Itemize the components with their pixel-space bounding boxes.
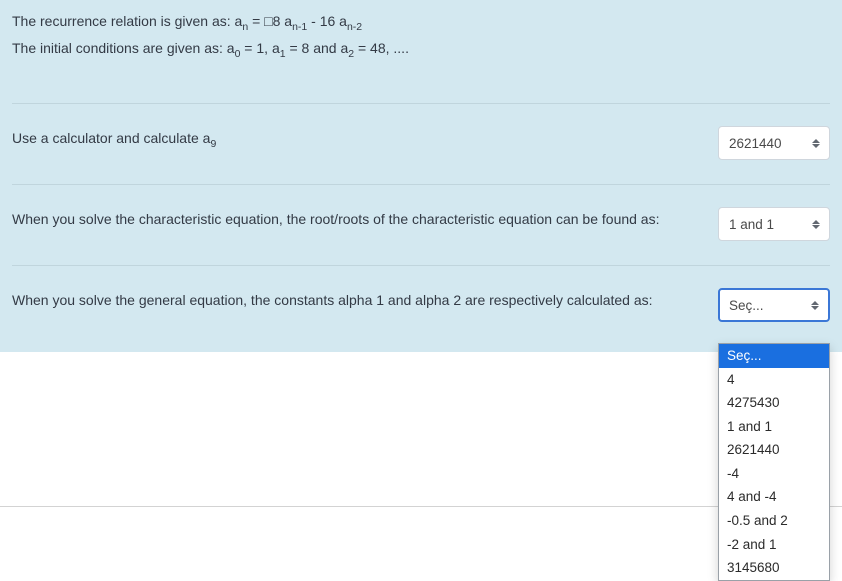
chevron-updown-icon [812, 137, 820, 149]
dropdown-option[interactable]: -4 [719, 462, 829, 486]
question-2-text: When you solve the characteristic equati… [12, 207, 718, 227]
question-1-answer: 2621440 [718, 126, 830, 160]
problem-area: The recurrence relation is given as: an … [0, 0, 842, 352]
subscript: n-2 [347, 21, 362, 33]
text: The initial conditions are given as: a [12, 40, 235, 56]
question-3: When you solve the general equation, the… [12, 266, 830, 352]
question-1: Use a calculator and calculate a9 262144… [12, 104, 830, 185]
dropdown-option[interactable]: -0.5 and 2 [719, 509, 829, 533]
text: - 16 a [307, 13, 347, 29]
subscript: n-1 [292, 21, 307, 33]
dropdown-option[interactable]: 2621440 [719, 438, 829, 462]
question-1-text: Use a calculator and calculate a9 [12, 126, 718, 150]
problem-statement: The recurrence relation is given as: an … [12, 10, 830, 104]
subscript: 9 [210, 138, 216, 150]
dropdown-option[interactable]: 4275430 [719, 391, 829, 415]
question-2-answer: 1 and 1 [718, 207, 830, 241]
dropdown-option[interactable]: 1 and 1 [719, 415, 829, 439]
text: = 8 and a [286, 40, 349, 56]
select-value: Seç... [729, 298, 764, 313]
dropdown-option[interactable]: 4 and -4 [719, 485, 829, 509]
question-3-answer: Seç... [718, 288, 830, 322]
dropdown-option[interactable]: 3145680 [719, 556, 829, 580]
text: = 1, a [240, 40, 279, 56]
answer-select-q2[interactable]: 1 and 1 [718, 207, 830, 241]
chevron-updown-icon [811, 299, 819, 311]
divider [0, 506, 842, 507]
text: = □8 a [248, 13, 292, 29]
dropdown-option[interactable]: Seç... [719, 344, 829, 368]
dropdown-option[interactable]: -2 and 1 [719, 533, 829, 557]
question-2: When you solve the characteristic equati… [12, 185, 830, 266]
dropdown-panel[interactable]: Seç...442754301 and 12621440-44 and -4-0… [718, 343, 830, 581]
text: Use a calculator and calculate a [12, 130, 210, 146]
answer-select-q3[interactable]: Seç... [718, 288, 830, 322]
dropdown-option[interactable]: 4 [719, 368, 829, 392]
initial-conditions-line: The initial conditions are given as: a0 … [12, 37, 830, 64]
recurrence-line: The recurrence relation is given as: an … [12, 10, 830, 37]
text: = 48, .... [354, 40, 409, 56]
select-value: 2621440 [729, 136, 782, 151]
select-value: 1 and 1 [729, 217, 774, 232]
text: The recurrence relation is given as: a [12, 13, 242, 29]
question-3-text: When you solve the general equation, the… [12, 288, 718, 308]
answer-select-q1[interactable]: 2621440 [718, 126, 830, 160]
chevron-updown-icon [812, 218, 820, 230]
